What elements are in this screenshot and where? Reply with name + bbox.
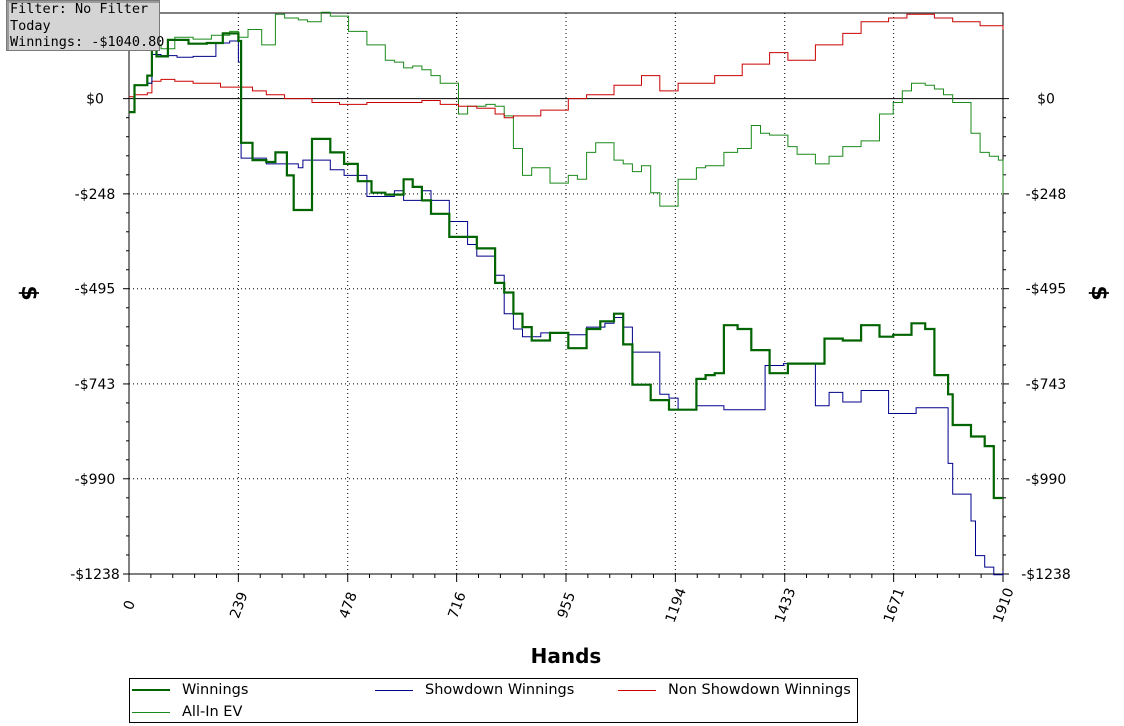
x-tick-label: 239 — [227, 590, 251, 621]
y-axis-title-right: $ — [1086, 285, 1111, 300]
y-tick-label-right: -$1238 — [1021, 567, 1071, 583]
legend-label-showdown: Showdown Winnings — [425, 682, 575, 698]
x-tick-label: 478 — [337, 590, 361, 621]
x-tick-label: 955 — [555, 590, 579, 621]
y-tick-label-right: -$990 — [1026, 472, 1067, 488]
x-tick-label: 716 — [445, 590, 469, 621]
y-tick-label-left: -$990 — [75, 472, 116, 488]
axis-ticks — [123, 98, 1009, 582]
info-box: Filter: No Filter Today Winnings: -$1040… — [6, 0, 165, 51]
x-tick-label: 1433 — [772, 586, 799, 625]
winnings-total: Winnings: -$1040.80 — [10, 34, 165, 50]
x-axis-title: Hands — [531, 644, 602, 668]
x-tick-label: 1671 — [881, 586, 908, 625]
legend-item-showdown: Showdown Winnings — [375, 680, 574, 700]
filter-text: Filter: No Filter — [10, 1, 149, 17]
legend-swatch-showdown — [375, 689, 413, 691]
x-tick-label: 0 — [121, 598, 139, 612]
legend-item-winnings: Winnings — [132, 680, 248, 700]
legend-swatch-winnings — [132, 689, 170, 691]
series-line-winnings — [129, 32, 1003, 500]
y-axis-title-left: $ — [16, 285, 41, 300]
grid-lines — [129, 13, 1003, 575]
x-tick-label: 1194 — [663, 586, 690, 625]
x-tick-label: 1910 — [990, 586, 1017, 625]
series-line-non-showdown-winnings — [129, 13, 1004, 119]
legend-label-winnings: Winnings — [182, 682, 249, 698]
y-tick-label-right: $0 — [1037, 92, 1055, 108]
y-tick-label-left: -$495 — [75, 282, 116, 298]
y-tick-label-right: -$495 — [1026, 282, 1067, 298]
legend: Winnings Showdown Winnings Non Showdown … — [129, 678, 858, 723]
y-tick-label-left: -$248 — [75, 187, 116, 203]
legend-swatch-allin-ev — [132, 711, 170, 713]
legend-item-non-showdown: Non Showdown Winnings — [618, 680, 851, 700]
y-tick-label-right: -$248 — [1026, 187, 1067, 203]
series-line-showdown-winnings — [129, 40, 1004, 576]
legend-label-allin-ev: All-In EV — [182, 704, 243, 720]
legend-item-allin-ev: All-In EV — [132, 702, 242, 722]
series-lines — [129, 11, 1004, 576]
y-tick-label-left: -$1238 — [70, 567, 120, 583]
legend-swatch-non-showdown — [618, 689, 656, 691]
period-text: Today — [10, 17, 51, 34]
y-tick-label-left: -$743 — [75, 377, 116, 393]
y-tick-label-left: $0 — [86, 92, 104, 108]
y-tick-label-right: -$743 — [1026, 377, 1067, 393]
series-line-all-in-ev — [129, 11, 1004, 207]
legend-label-non-showdown: Non Showdown Winnings — [668, 682, 851, 698]
